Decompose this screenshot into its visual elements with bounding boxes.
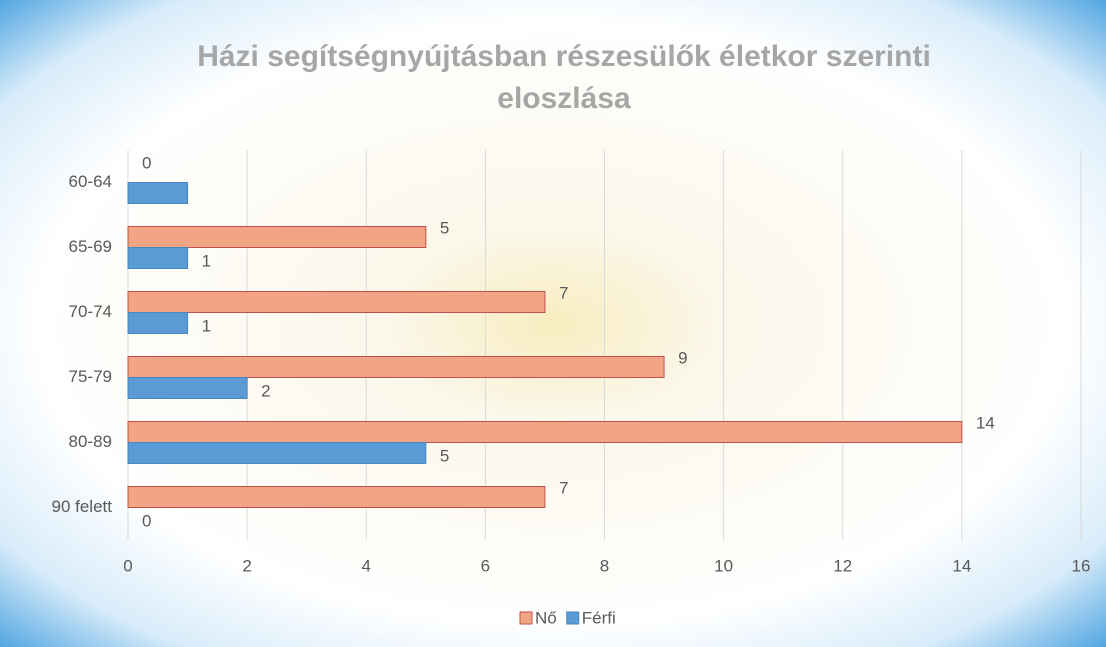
data-label: 7 xyxy=(559,283,568,302)
x-tick-label: 0 xyxy=(123,556,132,575)
bar xyxy=(127,291,546,313)
data-label: 1 xyxy=(202,251,211,270)
data-label: 9 xyxy=(678,348,687,367)
x-tick-label: 16 xyxy=(1072,556,1091,575)
bar xyxy=(127,421,963,443)
y-tick-label: 90 felett xyxy=(52,497,113,516)
x-tick-label: 4 xyxy=(362,556,371,575)
y-tick-label: 65-69 xyxy=(69,237,112,256)
data-label: 1 xyxy=(202,316,211,335)
legend-label: Férfi xyxy=(582,608,616,627)
x-tick-label: 12 xyxy=(833,556,852,575)
y-tick-label: 60-64 xyxy=(69,172,112,191)
bar xyxy=(127,247,189,269)
y-tick-label: 80-89 xyxy=(69,432,112,451)
data-label: 2 xyxy=(261,381,270,400)
bar xyxy=(127,356,665,378)
bar xyxy=(127,442,427,464)
bar xyxy=(127,226,427,248)
data-label: 7 xyxy=(559,478,568,497)
bar xyxy=(127,486,546,508)
data-label: 5 xyxy=(440,446,449,465)
x-tick-label: 8 xyxy=(600,556,609,575)
x-tick-label: 2 xyxy=(242,556,251,575)
data-label: 5 xyxy=(440,218,449,237)
x-tick-label: 6 xyxy=(481,556,490,575)
chart-title: Házi segítségnyújtásban részesülők életk… xyxy=(197,40,931,115)
data-label: 0 xyxy=(142,511,151,530)
legend-swatch xyxy=(566,611,580,625)
bar xyxy=(127,312,189,334)
bar xyxy=(127,377,248,399)
legend-swatch xyxy=(519,611,533,625)
y-tick-label: 75-79 xyxy=(69,367,112,386)
legend-label: Nő xyxy=(535,608,557,627)
data-label: 14 xyxy=(976,413,995,432)
data-label: 0 xyxy=(142,153,151,172)
y-tick-label: 70-74 xyxy=(69,302,112,321)
x-tick-label: 14 xyxy=(952,556,971,575)
bar xyxy=(127,182,189,204)
x-tick-label: 10 xyxy=(714,556,733,575)
